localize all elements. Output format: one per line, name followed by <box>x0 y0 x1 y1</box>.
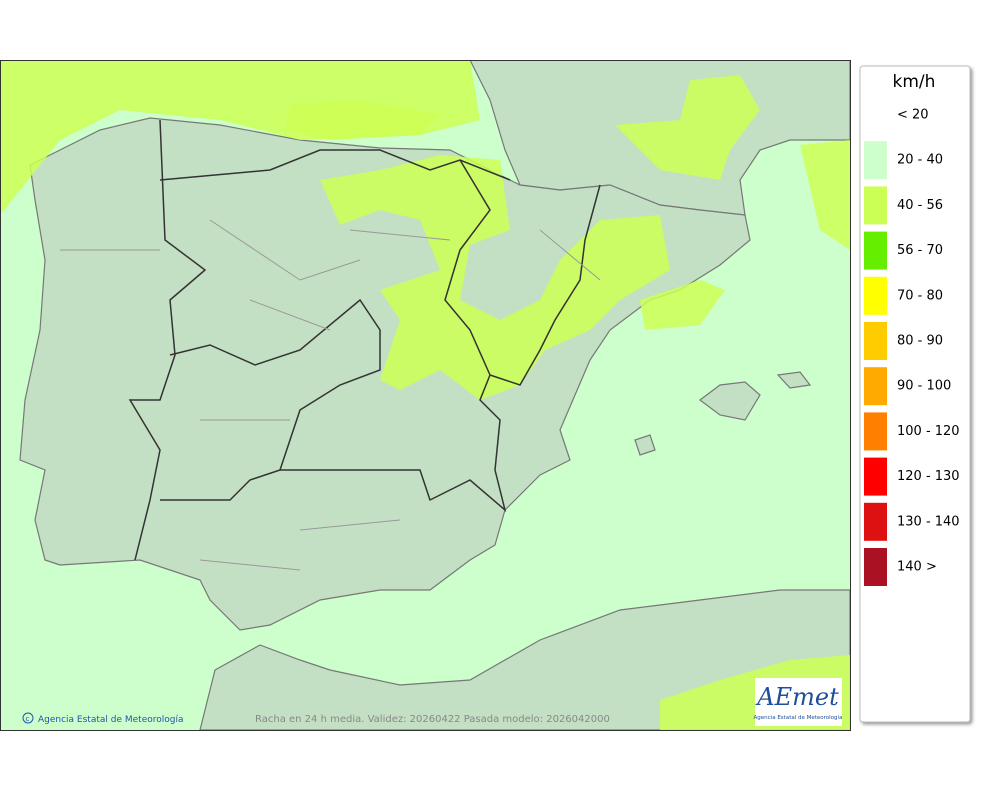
menorca <box>776 371 812 389</box>
logo-box <box>755 678 842 726</box>
region-border <box>160 298 381 501</box>
wind-area <box>800 140 850 250</box>
legend-swatch <box>864 186 887 225</box>
province-border <box>60 219 601 571</box>
legend-swatch <box>864 141 887 180</box>
region-border <box>128 119 207 561</box>
mallorca <box>699 381 761 421</box>
legend-label: < 20 <box>897 108 929 123</box>
wind-area <box>0 60 480 215</box>
legend-swatch <box>864 367 887 406</box>
copyright-symbol: c <box>26 715 30 723</box>
legend-label: 100 - 120 <box>897 424 960 439</box>
logo: AEmet <box>755 683 839 711</box>
region-border <box>280 159 507 513</box>
legend <box>859 65 971 723</box>
legend-swatch <box>864 412 887 451</box>
legend-swatch <box>864 276 887 315</box>
legend-label: 80 - 90 <box>897 334 943 349</box>
wind-area-strong <box>285 100 440 140</box>
ibiza <box>634 434 656 456</box>
map-frame <box>0 60 851 731</box>
credit: Agencia Estatal de Meteorología <box>38 715 184 725</box>
legend-label: 130 - 140 <box>897 514 960 529</box>
map <box>0 60 850 730</box>
caption: Racha en 24 h media. Validez: 20260422 P… <box>255 714 610 725</box>
legend-items: < 20 20 - 40 40 - 56 56 - 70 70 - 80 80 - 90 9… <box>864 108 960 586</box>
legend-swatch <box>864 231 887 270</box>
wind-area <box>320 155 670 400</box>
legend-title: km/h <box>893 72 936 92</box>
legend-label: 120 - 130 <box>897 469 960 484</box>
legend-swatch <box>864 548 887 586</box>
legend-swatch <box>864 457 887 496</box>
region-border <box>489 184 601 386</box>
legend-label: 20 - 40 <box>897 153 943 168</box>
wind-area <box>615 75 760 180</box>
copyright-icon <box>22 712 34 724</box>
legend-swatch <box>864 322 887 360</box>
logo-subtitle: Agencia Estatal de Meteorología <box>754 714 843 721</box>
legend-label: 56 - 70 <box>897 243 943 258</box>
legend-label: 40 - 56 <box>897 198 943 213</box>
legend-label: 90 - 100 <box>897 379 951 394</box>
wind-area <box>640 280 725 330</box>
legend-label: 140 > <box>897 560 937 575</box>
legend-label: 70 - 80 <box>897 288 943 303</box>
legend-swatch <box>864 502 887 541</box>
